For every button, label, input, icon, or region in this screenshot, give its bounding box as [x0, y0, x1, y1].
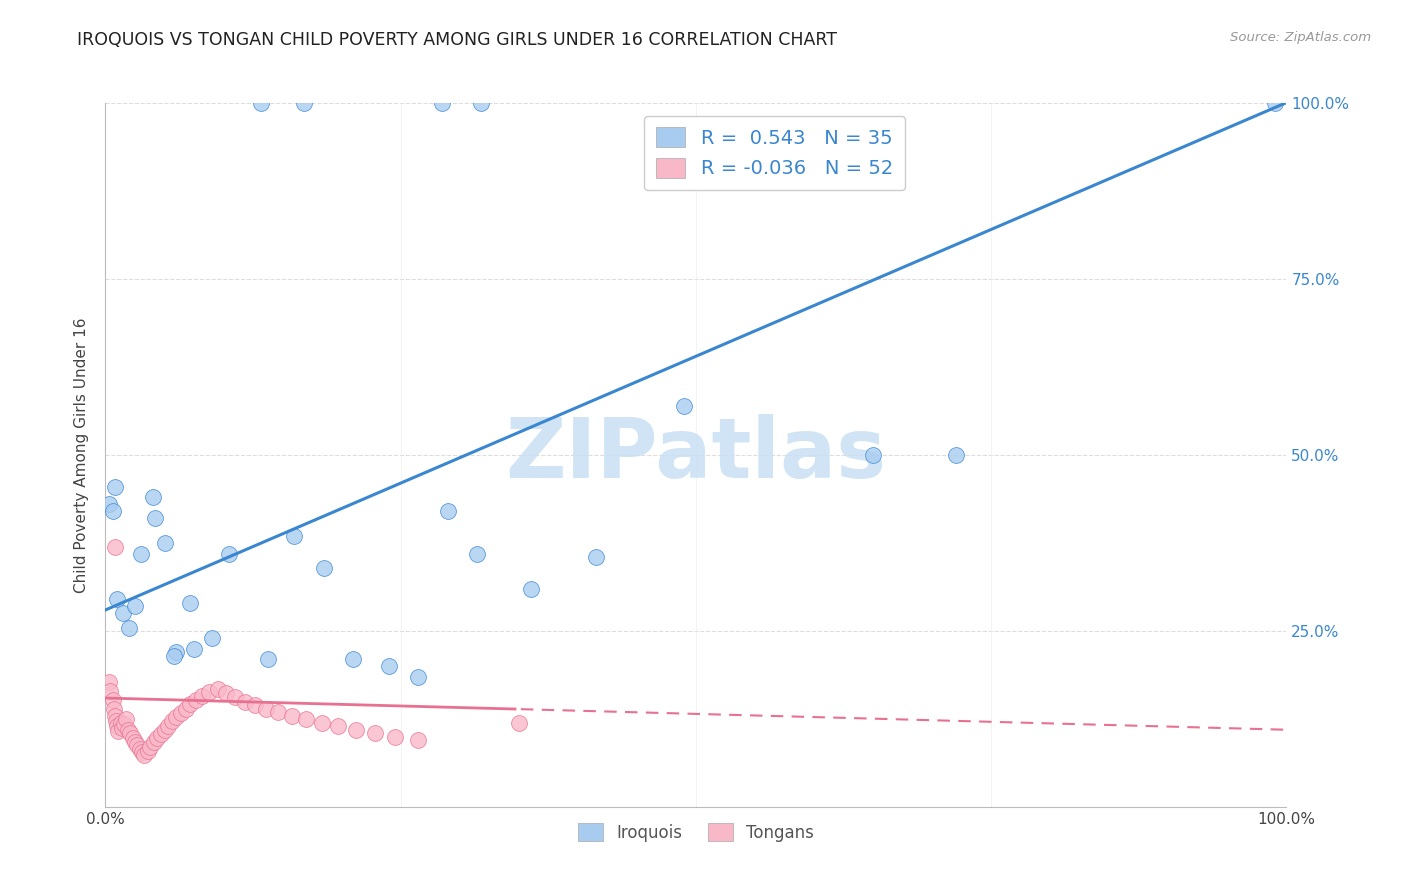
- Point: [105, 719, 128, 733]
- Point: [257, 652, 280, 666]
- Point: [134, 748, 156, 763]
- Point: [131, 745, 153, 759]
- Point: [163, 648, 186, 663]
- Point: [283, 529, 305, 543]
- Point: [107, 724, 129, 739]
- Point: [136, 744, 159, 758]
- Point: [157, 718, 180, 732]
- Point: [165, 710, 187, 724]
- Point: [101, 693, 124, 707]
- Point: [1264, 95, 1286, 110]
- Point: [437, 504, 460, 518]
- Point: [142, 490, 165, 504]
- Point: [139, 739, 162, 754]
- Point: [183, 641, 205, 656]
- Point: [254, 701, 277, 715]
- Point: [98, 674, 121, 689]
- Point: [165, 645, 187, 659]
- Point: [179, 596, 201, 610]
- Text: Source: ZipAtlas.com: Source: ZipAtlas.com: [1230, 31, 1371, 45]
- Point: [170, 706, 193, 720]
- Point: [311, 715, 333, 730]
- Point: [342, 652, 364, 666]
- Point: [408, 670, 430, 684]
- Point: [224, 690, 246, 705]
- Point: [142, 735, 165, 749]
- Point: [519, 582, 541, 596]
- Y-axis label: Child Poverty Among Girls Under 16: Child Poverty Among Girls Under 16: [75, 318, 90, 592]
- Point: [146, 731, 169, 746]
- Point: [124, 735, 146, 749]
- Point: [174, 701, 197, 715]
- Point: [105, 714, 128, 729]
- Point: [104, 540, 127, 554]
- Point: [104, 480, 127, 494]
- Point: [207, 681, 229, 696]
- Point: [673, 399, 696, 413]
- Point: [179, 698, 201, 712]
- Point: [201, 631, 224, 645]
- Point: [160, 714, 183, 729]
- Point: [215, 686, 238, 700]
- Point: [218, 547, 240, 561]
- Point: [945, 448, 967, 462]
- Point: [117, 723, 139, 737]
- Point: [153, 723, 176, 737]
- Point: [250, 95, 273, 110]
- Point: [198, 684, 221, 698]
- Point: [124, 599, 146, 614]
- Point: [101, 504, 124, 518]
- Point: [191, 689, 214, 703]
- Point: [295, 712, 318, 726]
- Point: [114, 712, 136, 726]
- Point: [186, 693, 208, 707]
- Point: [862, 448, 884, 462]
- Point: [292, 95, 315, 110]
- Point: [128, 742, 150, 756]
- Point: [105, 592, 128, 607]
- Point: [120, 726, 142, 740]
- Point: [467, 547, 489, 561]
- Point: [129, 547, 152, 561]
- Point: [312, 560, 335, 574]
- Point: [111, 722, 134, 736]
- Point: [344, 723, 367, 737]
- Point: [267, 705, 290, 719]
- Point: [470, 95, 492, 110]
- Point: [112, 717, 135, 731]
- Point: [98, 497, 121, 511]
- Point: [103, 701, 125, 715]
- Point: [127, 738, 149, 752]
- Point: [378, 659, 401, 673]
- Text: IROQUOIS VS TONGAN CHILD POVERTY AMONG GIRLS UNDER 16 CORRELATION CHART: IROQUOIS VS TONGAN CHILD POVERTY AMONG G…: [77, 31, 838, 49]
- Point: [121, 731, 143, 746]
- Point: [104, 708, 127, 723]
- Point: [508, 715, 530, 730]
- Point: [110, 715, 132, 730]
- Point: [585, 550, 607, 565]
- Point: [326, 719, 349, 733]
- Point: [112, 607, 135, 621]
- Point: [153, 536, 176, 550]
- Point: [149, 727, 172, 741]
- Point: [408, 733, 430, 747]
- Point: [233, 695, 256, 709]
- Point: [384, 730, 406, 744]
- Text: ZIPatlas: ZIPatlas: [506, 415, 886, 495]
- Point: [143, 511, 166, 525]
- Point: [98, 684, 121, 698]
- Legend: Iroquois, Tongans: Iroquois, Tongans: [571, 817, 821, 848]
- Point: [430, 95, 453, 110]
- Point: [281, 708, 304, 723]
- Point: [118, 621, 141, 635]
- Point: [364, 726, 387, 740]
- Point: [245, 698, 267, 712]
